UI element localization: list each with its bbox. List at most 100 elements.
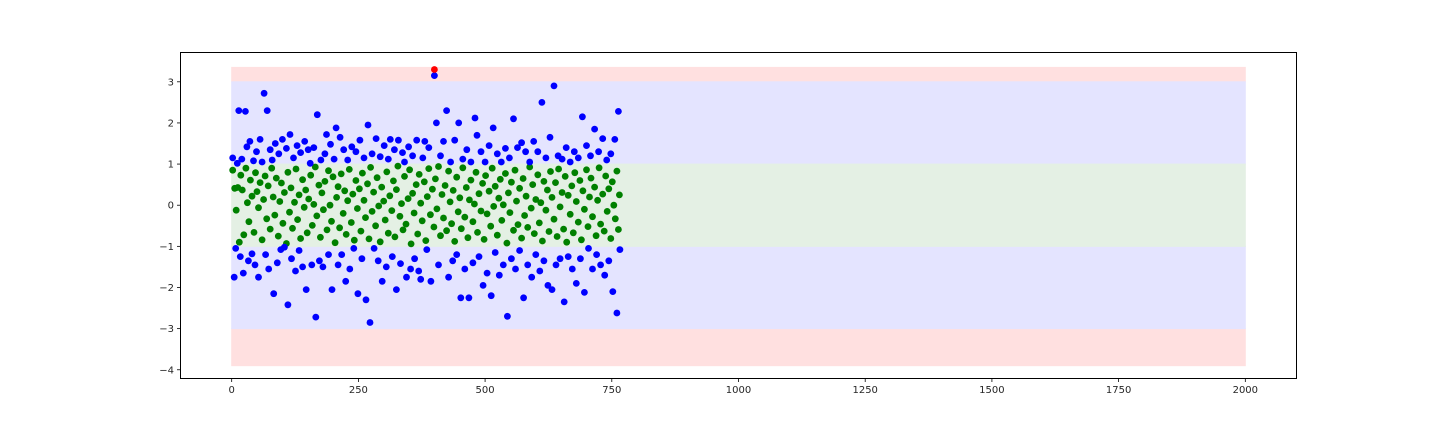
point-series-1-180 (581, 289, 588, 296)
point-series-0-35 (286, 208, 293, 216)
point-series-0-93 (380, 197, 388, 205)
point-series-0-57 (321, 178, 329, 185)
point-series-0-155 (480, 236, 488, 243)
point-series-1-187 (595, 148, 602, 156)
point-series-1-171 (562, 144, 570, 152)
point-series-1-113 (445, 273, 452, 281)
y-tick-label: 2 (168, 118, 174, 129)
point-series-1-81 (376, 153, 384, 161)
point-series-0-56 (320, 206, 327, 214)
x-tick-label: 2000 (1233, 385, 1258, 396)
point-series-0-174 (511, 166, 519, 174)
point-series-1-136 (491, 249, 499, 256)
point-series-0-82 (362, 214, 369, 222)
point-series-0-227 (597, 220, 604, 228)
point-series-1-127 (473, 131, 481, 139)
point-series-1-160 (540, 257, 548, 265)
point-series-1-122 (463, 146, 471, 154)
point-series-1-169 (558, 155, 566, 163)
point-series-0-15 (253, 188, 261, 196)
point-series-1-147 (514, 144, 521, 152)
point-series-0-184 (527, 204, 535, 212)
point-series-1-41 (299, 263, 306, 271)
point-series-0-215 (578, 236, 585, 244)
point-series-0-20 (261, 172, 269, 180)
point-series-1-92 (399, 149, 406, 157)
point-series-1-144 (508, 255, 515, 263)
point-series-0-226 (595, 164, 603, 172)
point-series-0-146 (466, 196, 473, 204)
point-series-0-17 (256, 179, 264, 187)
point-series-0-159 (487, 222, 495, 230)
point-series-1-188 (597, 261, 604, 269)
point-series-0-180 (521, 212, 528, 219)
point-series-1-95 (405, 143, 412, 151)
point-series-1-84 (382, 263, 390, 271)
point-series-1-97 (409, 152, 416, 160)
point-series-0-160 (488, 164, 496, 172)
point-series-0-42 (297, 235, 304, 242)
point-series-1-76 (366, 319, 374, 326)
point-series-0-14 (252, 169, 259, 177)
point-series-1-120 (459, 155, 467, 163)
point-series-0-139 (454, 208, 462, 216)
point-series-1-43 (302, 286, 310, 293)
point-series-0-231 (603, 208, 611, 215)
point-series-0-169 (503, 239, 511, 247)
point-series-0-19 (260, 196, 267, 203)
point-series-1-149 (518, 139, 525, 147)
point-series-1-93 (401, 158, 408, 166)
point-series-0-66 (336, 224, 343, 232)
point-series-1-173 (566, 158, 574, 166)
point-series-0-55 (318, 189, 326, 197)
point-series-1-48 (312, 313, 320, 321)
point-series-1-61 (336, 133, 344, 141)
point-series-0-198 (550, 215, 558, 223)
point-series-0-185 (529, 181, 537, 189)
point-series-0-138 (453, 173, 461, 181)
point-series-0-18 (258, 236, 266, 244)
point-series-0-68 (339, 210, 347, 217)
point-series-1-139 (497, 158, 505, 166)
point-series-0-116 (417, 199, 425, 207)
point-series-1-77 (368, 150, 376, 158)
point-series-0-39 (292, 165, 300, 173)
point-series-0-217 (581, 205, 588, 213)
point-series-0-47 (305, 195, 313, 203)
point-series-0-219 (584, 223, 592, 231)
point-series-1-54 (323, 131, 330, 138)
point-series-0-11 (247, 176, 254, 184)
point-series-1-125 (469, 259, 477, 267)
point-series-0-145 (464, 234, 472, 242)
point-series-1-194 (609, 288, 617, 295)
point-series-0-27 (272, 174, 280, 182)
point-series-0-74 (349, 190, 357, 198)
point-series-1-166 (552, 261, 560, 269)
point-series-0-168 (502, 170, 509, 177)
point-series-0-213 (574, 218, 582, 226)
point-series-0-67 (337, 170, 345, 178)
point-series-1-145 (510, 115, 517, 123)
point-series-1-177 (574, 154, 582, 162)
point-series-0-203 (558, 189, 566, 196)
point-series-0-135 (448, 220, 455, 228)
point-series-0-124 (430, 223, 438, 231)
point-series-0-54 (317, 233, 324, 241)
point-series-1-69 (352, 148, 360, 156)
point-series-0-79 (357, 227, 365, 235)
point-series-0-170 (505, 189, 512, 197)
point-series-1-66 (346, 265, 354, 273)
point-series-0-235 (610, 201, 618, 209)
point-series-1-62 (338, 251, 346, 258)
point-series-0-58 (323, 226, 331, 234)
point-series-0-97 (386, 192, 394, 200)
point-series-1-164 (548, 286, 556, 293)
point-series-0-211 (571, 169, 579, 177)
point-series-0-60 (326, 201, 334, 209)
point-series-1-197 (615, 108, 622, 115)
point-series-0-142 (459, 164, 467, 172)
point-series-0-209 (568, 182, 576, 190)
point-series-1-13 (250, 157, 257, 165)
point-series-1-151 (522, 148, 529, 156)
point-series-0-37 (289, 224, 296, 232)
